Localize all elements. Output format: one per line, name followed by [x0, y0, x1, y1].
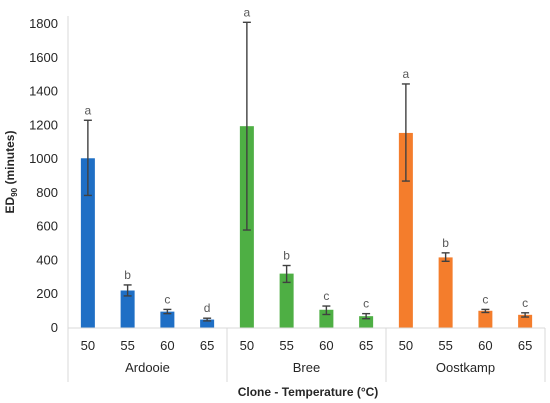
- y-tick-label: 1600: [29, 50, 58, 65]
- y-tick-label: 1800: [29, 16, 58, 31]
- error-bar: [163, 308, 172, 315]
- bar: [160, 311, 175, 328]
- x-axis-title: Clone - Temperature (°C): [238, 385, 379, 399]
- y-tick-label: 0: [51, 320, 58, 335]
- bar: [359, 316, 374, 328]
- y-tick-label: 600: [36, 219, 58, 234]
- x-tick-label: 65: [518, 338, 532, 353]
- bar: [200, 319, 215, 328]
- error-bar: [401, 83, 410, 182]
- x-tick-label: 55: [279, 338, 293, 353]
- x-tick-label: 60: [478, 338, 492, 353]
- significance-label: a: [244, 5, 251, 19]
- y-axis-title: ED90 (minutes): [3, 131, 19, 214]
- x-tick-label: 50: [81, 338, 95, 353]
- group-label: Ardooie: [125, 360, 170, 375]
- x-tick-label: 50: [240, 338, 254, 353]
- bar: [478, 310, 493, 328]
- y-tick-label: 1200: [29, 117, 58, 132]
- significance-label: c: [164, 292, 170, 306]
- error-bar: [481, 308, 490, 314]
- bar: [80, 158, 95, 328]
- group-label: Bree: [293, 360, 320, 375]
- significance-label: c: [363, 297, 369, 311]
- bar: [279, 273, 294, 328]
- x-tick-label: 65: [200, 338, 214, 353]
- bars: a b c d a b c c a b c c: [80, 5, 533, 328]
- significance-label: c: [323, 289, 329, 303]
- error-bar: [83, 119, 92, 197]
- x-tick-label: 60: [160, 338, 174, 353]
- significance-label: b: [124, 268, 131, 282]
- x-tick-label: 55: [438, 338, 452, 353]
- y-tick-label: 200: [36, 286, 58, 301]
- significance-label: c: [522, 296, 528, 310]
- significance-label: b: [442, 236, 449, 250]
- x-axis: 50 55 60 65 Ardooie 50 55 60 65 Bree 50 55 60 65 Oostk…: [67, 327, 546, 382]
- significance-label: d: [204, 301, 211, 315]
- x-tick-label: 55: [120, 338, 134, 353]
- bar: [438, 257, 453, 328]
- y-tick-label: 1400: [29, 84, 58, 99]
- y-axis: 0 200 400 600 800 1000 1200 1400 1600 1800: [29, 16, 69, 335]
- error-bar: [203, 317, 212, 322]
- error-bar: [123, 284, 132, 297]
- y-tick-label: 1000: [29, 151, 58, 166]
- error-bar: [441, 252, 450, 262]
- significance-label: c: [482, 292, 488, 306]
- error-bar: [242, 21, 251, 231]
- y-tick-label: 400: [36, 252, 58, 267]
- significance-label: b: [283, 249, 290, 263]
- x-tick-label: 65: [359, 338, 373, 353]
- group-label: Oostkamp: [436, 360, 495, 375]
- bar: [518, 314, 533, 328]
- significance-label: a: [403, 67, 410, 81]
- error-bar: [282, 264, 291, 284]
- x-tick-label: 60: [319, 338, 333, 353]
- y-tick-label: 800: [36, 185, 58, 200]
- error-bar: [521, 312, 530, 318]
- bar: [120, 290, 135, 328]
- significance-label: a: [85, 103, 92, 117]
- x-tick-label: 50: [399, 338, 413, 353]
- error-bar: [362, 312, 371, 320]
- error-bar: [322, 305, 331, 316]
